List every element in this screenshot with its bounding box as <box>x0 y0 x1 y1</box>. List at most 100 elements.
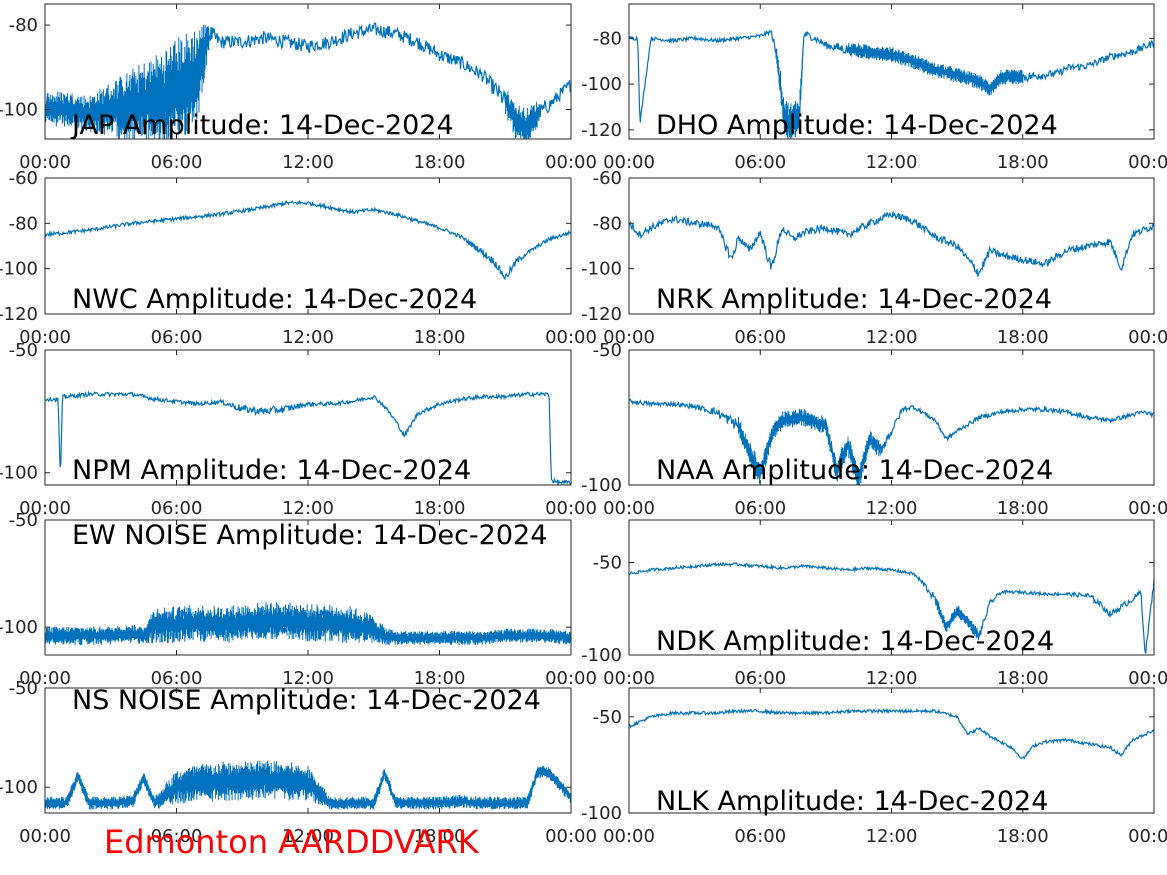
x-tick-label: 00:00 <box>603 498 655 519</box>
y-tick-label: -100 <box>0 99 38 120</box>
series-noise <box>45 24 539 139</box>
x-tick-label: 06:00 <box>734 327 786 348</box>
series-noise <box>45 760 571 810</box>
x-tick-label: 12:00 <box>866 826 918 847</box>
series-line <box>629 211 1154 277</box>
y-tick-label: -50 <box>593 553 622 574</box>
y-tick-label: -100 <box>581 259 622 280</box>
y-tick-label: -120 <box>0 304 38 325</box>
y-tick-label: -60 <box>593 168 622 189</box>
y-tick-label: -50 <box>9 510 38 531</box>
x-tick-label: 00:00 <box>1128 668 1167 689</box>
series-noise <box>775 42 1024 139</box>
x-tick-label: 12:00 <box>866 498 918 519</box>
x-tick-label: 18:00 <box>414 152 466 173</box>
panel-title: EW NOISE Amplitude: 14-Dec-2024 <box>72 520 547 551</box>
x-tick-label: 00:00 <box>545 668 597 689</box>
x-tick-label: 12:00 <box>282 152 334 173</box>
x-tick-label: 00:00 <box>545 498 597 519</box>
panel-title: NS NOISE Amplitude: 14-Dec-2024 <box>72 685 541 716</box>
x-tick-label: 00:00 <box>1128 152 1167 173</box>
x-tick-label: 00:00 <box>19 668 71 689</box>
x-tick-label: 06:00 <box>151 668 203 689</box>
x-tick-label: 00:00 <box>19 152 71 173</box>
series-line <box>45 390 571 485</box>
panel-2: 00:00 06:00 12:00 18:00 00:00 -80 -100 -120 DHO … <box>581 3 1167 173</box>
x-tick-label: 06:00 <box>151 826 203 847</box>
x-tick-label: 06:00 <box>151 152 203 173</box>
y-tick-label: -100 <box>581 475 622 496</box>
x-tick-label: 00:00 <box>603 327 655 348</box>
x-tick-label: 18:00 <box>997 152 1049 173</box>
x-tick-label: 18:00 <box>997 327 1049 348</box>
x-tick-label: 18:00 <box>997 498 1049 519</box>
x-tick-label: 12:00 <box>866 668 918 689</box>
x-tick-label: 00:00 <box>545 327 597 348</box>
x-tick-label: 18:00 <box>997 668 1049 689</box>
y-tick-label: -100 <box>581 74 622 95</box>
series-line <box>45 199 571 281</box>
panel-title: NPM Amplitude: 14-Dec-2024 <box>72 455 471 486</box>
station-label: Edmonton AARDDVARK <box>104 823 480 861</box>
x-tick-label: 00:00 <box>1128 327 1167 348</box>
panel-title: NWC Amplitude: 14-Dec-2024 <box>72 284 477 315</box>
x-tick-label: 18:00 <box>414 327 466 348</box>
panel-9: 00:00 06:00 12:00 18:00 00:00 -50 -100 NS NOISE… <box>0 678 597 847</box>
x-tick-label: 12:00 <box>282 668 334 689</box>
x-tick-label: 12:00 <box>282 498 334 519</box>
panel-title: NRK Amplitude: 14-Dec-2024 <box>656 284 1052 315</box>
panel-7: 00:00 06:00 12:00 18:00 00:00 -50 -100 EW NOISE… <box>0 510 597 689</box>
panel-3: 00:00 06:00 12:00 18:00 00:00 -60 -80 -100 -120 N… <box>0 168 597 348</box>
x-tick-label: 18:00 <box>414 498 466 519</box>
series-line <box>629 561 1154 654</box>
x-tick-label: 06:00 <box>734 498 786 519</box>
y-tick-label: -120 <box>581 304 622 325</box>
x-tick-label: 18:00 <box>414 826 466 847</box>
x-tick-label: 00:00 <box>19 498 71 519</box>
x-tick-label: 00:00 <box>545 826 597 847</box>
y-tick-label: -100 <box>0 463 38 484</box>
x-tick-label: 12:00 <box>866 327 918 348</box>
panel-8: 00:00 06:00 12:00 18:00 00:00 -50 -100 NDK Ampl… <box>581 519 1167 689</box>
x-tick-label: 06:00 <box>734 826 786 847</box>
panel-title: NDK Amplitude: 14-Dec-2024 <box>656 626 1054 657</box>
panel-10: 00:00 06:00 12:00 18:00 00:00 -50 -100 NLK Ampl… <box>581 687 1167 847</box>
x-tick-label: 18:00 <box>997 826 1049 847</box>
x-tick-label: 06:00 <box>151 498 203 519</box>
panel-6: 00:00 06:00 12:00 18:00 00:00 -50 -100 NAA Ampl… <box>581 340 1167 519</box>
y-tick-label: -100 <box>0 617 38 638</box>
y-tick-label: -50 <box>593 340 622 361</box>
y-tick-label: -80 <box>593 213 622 234</box>
panel-1: 00:00 06:00 12:00 18:00 00:00 -80 -100 JAP Ampl… <box>0 3 597 173</box>
x-tick-label: 00:00 <box>603 826 655 847</box>
panel-5: 00:00 06:00 12:00 18:00 00:00 -50 -100 NPM Ampl… <box>0 340 597 519</box>
series-noise <box>738 409 881 485</box>
x-tick-label: 06:00 <box>151 327 203 348</box>
y-tick-label: -50 <box>9 678 38 699</box>
x-tick-label: 00:00 <box>603 152 655 173</box>
y-tick-label: -100 <box>581 803 622 824</box>
panel-title: DHO Amplitude: 14-Dec-2024 <box>656 110 1058 141</box>
y-tick-label: -120 <box>581 120 622 141</box>
panel-4: 00:00 06:00 12:00 18:00 00:00 -60 -80 -100 -120 N… <box>581 168 1167 348</box>
y-tick-label: -50 <box>593 707 622 728</box>
y-tick-label: -50 <box>9 340 38 361</box>
y-tick-label: -100 <box>0 777 38 798</box>
x-tick-label: 12:00 <box>866 152 918 173</box>
x-tick-label: 00:00 <box>1128 826 1167 847</box>
x-tick-label: 06:00 <box>734 668 786 689</box>
series-line <box>629 398 1154 481</box>
x-tick-label: 00:00 <box>19 327 71 348</box>
series-noise <box>935 598 979 641</box>
y-tick-label: -100 <box>0 259 38 280</box>
x-tick-label: 00:00 <box>1128 498 1167 519</box>
y-tick-label: -60 <box>9 168 38 189</box>
x-tick-label: 12:00 <box>282 327 334 348</box>
y-tick-label: -100 <box>581 645 622 666</box>
series-noise <box>45 602 571 646</box>
x-tick-label: 00:00 <box>603 668 655 689</box>
panel-title: NLK Amplitude: 14-Dec-2024 <box>656 786 1048 817</box>
y-tick-label: -80 <box>9 213 38 234</box>
x-tick-label: 18:00 <box>414 668 466 689</box>
